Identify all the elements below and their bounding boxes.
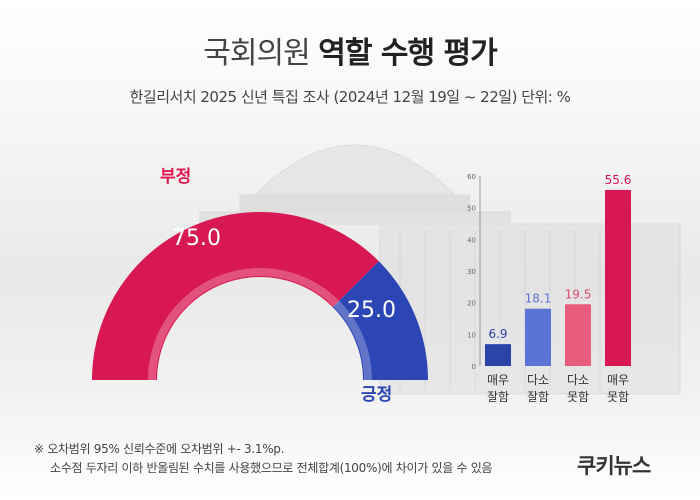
y-tick-label: 40	[467, 236, 476, 244]
title-light: 국회의원	[203, 36, 310, 71]
footnote-line-1: ※ 오차범위 95% 신뢰수준에 오차범위 +- 3.1%p.	[34, 442, 285, 456]
x-category-label: 다소	[527, 373, 549, 387]
brand-logo: 쿠키뉴스	[577, 454, 651, 478]
gauge-value-positive: 25.0	[347, 298, 396, 323]
x-category-label: 못함	[567, 390, 589, 404]
y-tick-label: 10	[467, 331, 476, 339]
bar	[605, 189, 631, 366]
bar-value-label: 6.9	[488, 327, 507, 341]
x-category-label: 다소	[567, 373, 589, 387]
x-category-label: 매우	[607, 373, 629, 387]
bar-value-label: 18.1	[525, 292, 552, 306]
y-tick-label: 50	[467, 205, 476, 213]
y-tick-label: 60	[467, 173, 476, 181]
gauge-value-negative: 75.0	[172, 226, 221, 251]
bar	[565, 304, 591, 366]
gauge-slice-positive	[332, 261, 429, 380]
y-tick-label: 0	[472, 363, 476, 371]
footnote: ※ 오차범위 95% 신뢰수준에 오차범위 +- 3.1%p. 소수점 두자리 …	[34, 440, 492, 478]
gauge-label-positive: 긍정	[361, 385, 393, 405]
bar	[525, 308, 551, 366]
y-tick-label: 20	[467, 300, 476, 308]
subtitle: 한길리서치 2025 신년 특집 조사 (2024년 12월 19일 ~ 22일…	[129, 88, 571, 106]
gauge-label-negative: 부정	[160, 167, 192, 187]
gauge-slice-negative	[92, 211, 379, 380]
bar	[485, 344, 511, 366]
x-category-label: 잘함	[527, 390, 549, 404]
y-tick-label: 30	[467, 268, 476, 276]
bar-value-label: 19.5	[565, 287, 592, 301]
title-bold: 역할 수행 평가	[318, 36, 497, 71]
x-category-label: 잘함	[487, 390, 509, 404]
x-category-label: 매우	[487, 373, 509, 387]
footnote-line-2: 소수점 두자리 이하 반올림된 수치를 사용했으므로 전체합계(100%)에 차…	[50, 461, 493, 475]
page-title: 국회의원 역할 수행 평가	[0, 28, 700, 72]
x-category-label: 못함	[607, 390, 629, 404]
gauge-inner-ring	[148, 268, 372, 381]
bar-value-label: 55.6	[605, 173, 632, 187]
